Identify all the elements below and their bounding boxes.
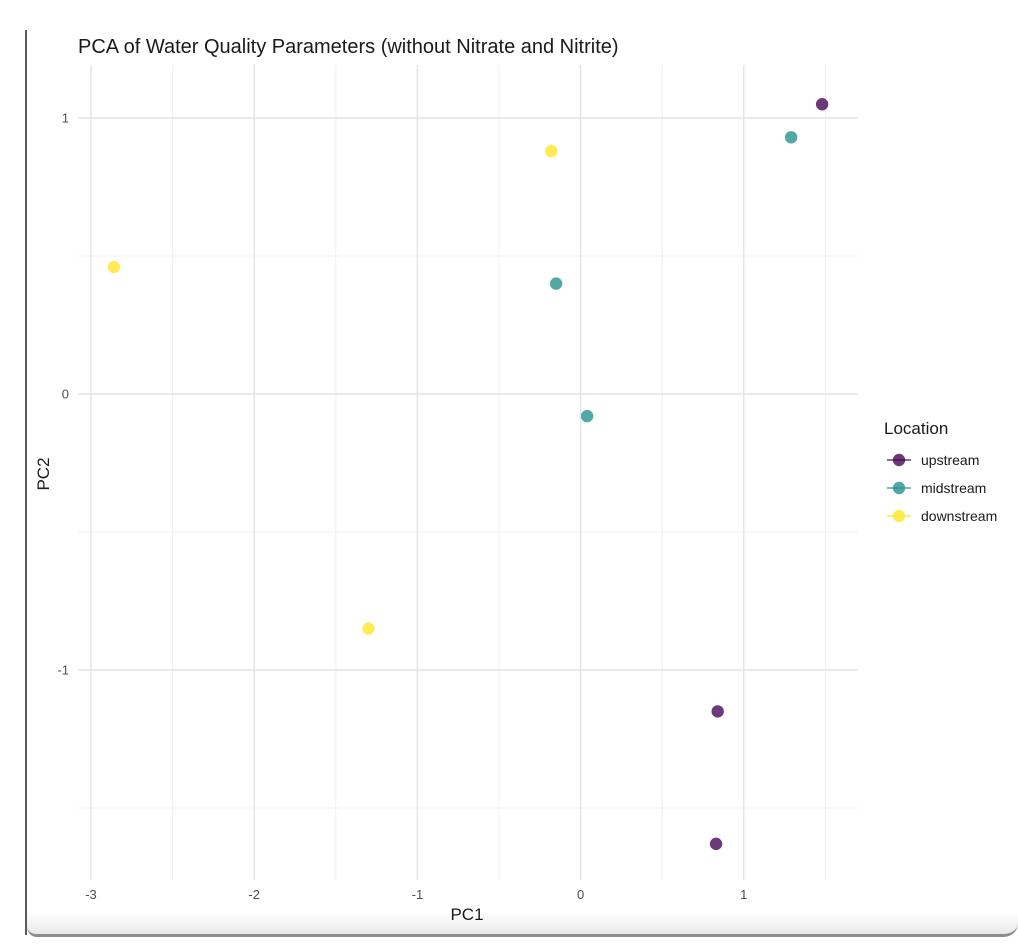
y-tick-label: -1 <box>57 663 69 678</box>
legend-label-upstream: upstream <box>921 452 979 468</box>
legend-label-downstream: downstream <box>921 508 997 524</box>
legend-label-midstream: midstream <box>921 480 986 496</box>
legend: Location upstream midstream downstream <box>884 419 997 524</box>
point-midstream <box>784 131 798 144</box>
window-bottom-edge <box>27 878 1018 937</box>
point-upstream <box>711 705 724 718</box>
window-left-edge <box>25 30 27 935</box>
data-points <box>107 98 829 851</box>
point-upstream <box>815 98 829 111</box>
chart-title: PCA of Water Quality Parameters (without… <box>78 36 619 58</box>
legend-key-midstream <box>892 481 906 495</box>
grid <box>78 65 858 880</box>
point-upstream <box>709 837 723 851</box>
y-axis-title: PC2 <box>34 457 53 490</box>
x-tick-label: -3 <box>85 887 97 902</box>
point-midstream <box>580 409 594 423</box>
x-tick-label: -2 <box>248 887 260 902</box>
x-tick-label: -1 <box>412 887 424 902</box>
x-tick-label: 1 <box>740 887 747 902</box>
point-downstream <box>362 622 375 635</box>
legend-title: Location <box>884 419 948 438</box>
point-downstream <box>545 144 558 158</box>
x-axis-title: PC1 <box>450 905 483 924</box>
legend-key-downstream <box>892 509 906 523</box>
point-downstream <box>107 260 121 274</box>
x-tick-label: 0 <box>577 887 584 902</box>
y-tick-label: 1 <box>62 111 69 126</box>
point-midstream <box>549 277 563 290</box>
y-tick-label: 0 <box>62 387 69 402</box>
tick-labels: -3 -2 -1 0 1 -1 0 1 <box>57 111 747 903</box>
legend-key-upstream <box>892 453 906 467</box>
